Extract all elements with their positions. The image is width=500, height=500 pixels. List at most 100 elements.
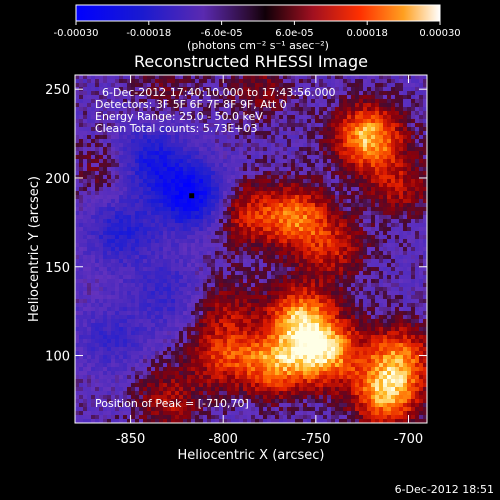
heatmap-cell [327,103,332,108]
heatmap-cell [87,247,92,252]
heatmap-cell [75,107,80,112]
heatmap-cell [227,295,232,300]
heatmap-cell [199,103,204,108]
heatmap-cell [239,207,244,212]
heatmap-cell [187,211,192,216]
heatmap-cell [179,163,184,168]
heatmap-cell [303,163,308,168]
heatmap-cell [287,139,292,144]
heatmap-cell [155,295,160,300]
heatmap-cell [307,135,312,140]
heatmap-cell [167,207,172,212]
heatmap-cell [339,219,344,224]
heatmap-cell [383,171,388,176]
heatmap-cell [111,143,116,148]
heatmap-cell [91,239,96,244]
heatmap-cell [223,239,228,244]
heatmap-cell [187,163,192,168]
heatmap-cell [163,295,168,300]
heatmap-cell [331,83,336,88]
heatmap-cell [335,187,340,192]
heatmap-cell [175,219,180,224]
heatmap-cell [127,83,132,88]
heatmap-cell [271,91,276,96]
heatmap-cell [191,279,196,284]
heatmap-cell [287,115,292,120]
heatmap-cell [307,87,312,92]
heatmap-cell [339,131,344,136]
heatmap-cell [335,295,340,300]
heatmap-cell [207,259,212,264]
heatmap-cell [151,127,156,132]
heatmap-cell [107,243,112,248]
heatmap-cell [247,147,252,152]
heatmap-cell [147,183,152,188]
heatmap-cell [191,171,196,176]
heatmap-cell [219,207,224,212]
heatmap-cell [123,223,128,228]
heatmap-cell [243,243,248,248]
heatmap-cell [311,135,316,140]
heatmap-cell [215,235,220,240]
heatmap-cell [179,191,184,196]
heatmap-image [75,75,427,423]
heatmap-cell [115,151,120,156]
heatmap-cell [379,143,384,148]
heatmap-cell [331,119,336,124]
heatmap-cell [283,187,288,192]
heatmap-cell [279,179,284,184]
heatmap-cell [103,183,108,188]
heatmap-cell [267,159,272,164]
heatmap-cell [423,183,427,188]
heatmap-cell [231,151,236,156]
heatmap-cell [127,267,132,272]
heatmap-cell [151,219,156,224]
heatmap-cell [143,219,148,224]
heatmap-cell [123,179,128,184]
heatmap-cell [359,283,364,288]
heatmap-cell [227,139,232,144]
heatmap-cell [239,211,244,216]
heatmap-cell [131,223,136,228]
heatmap-cell [139,163,144,168]
heatmap-cell [191,243,196,248]
heatmap-cell [251,171,256,176]
heatmap-cell [195,171,200,176]
heatmap-cell [267,299,272,304]
heatmap-cell [387,143,392,148]
heatmap-cell [379,183,384,188]
heatmap-cell [363,163,368,168]
heatmap-cell [295,107,300,112]
heatmap-cell [175,215,180,220]
heatmap-cell [391,267,396,272]
heatmap-cell [167,251,172,256]
colorbar-gradient [75,4,441,22]
heatmap-cell [411,75,416,80]
heatmap-cell [279,163,284,168]
heatmap-cell [307,95,312,100]
heatmap-cell [355,103,360,108]
heatmap-cell [267,279,272,284]
heatmap-cell [207,139,212,144]
heatmap-cell [283,163,288,168]
heatmap-cell [79,127,84,132]
heatmap-cell [415,139,420,144]
heatmap-cell [395,83,400,88]
heatmap-cell [291,195,296,200]
heatmap-cell [411,79,416,84]
heatmap-cell [375,231,380,236]
heatmap-cell [95,187,100,192]
heatmap-cell [111,283,116,288]
heatmap-cell [207,231,212,236]
heatmap-cell [155,255,160,260]
heatmap-cell [411,239,416,244]
heatmap-cell [95,167,100,172]
heatmap-cell [327,251,332,256]
heatmap-cell [231,223,236,228]
heatmap-cell [91,159,96,164]
heatmap-cell [259,211,264,216]
heatmap-cell [303,223,308,228]
heatmap-cell [199,299,204,304]
heatmap-cell [179,219,184,224]
heatmap-cell [315,223,320,228]
